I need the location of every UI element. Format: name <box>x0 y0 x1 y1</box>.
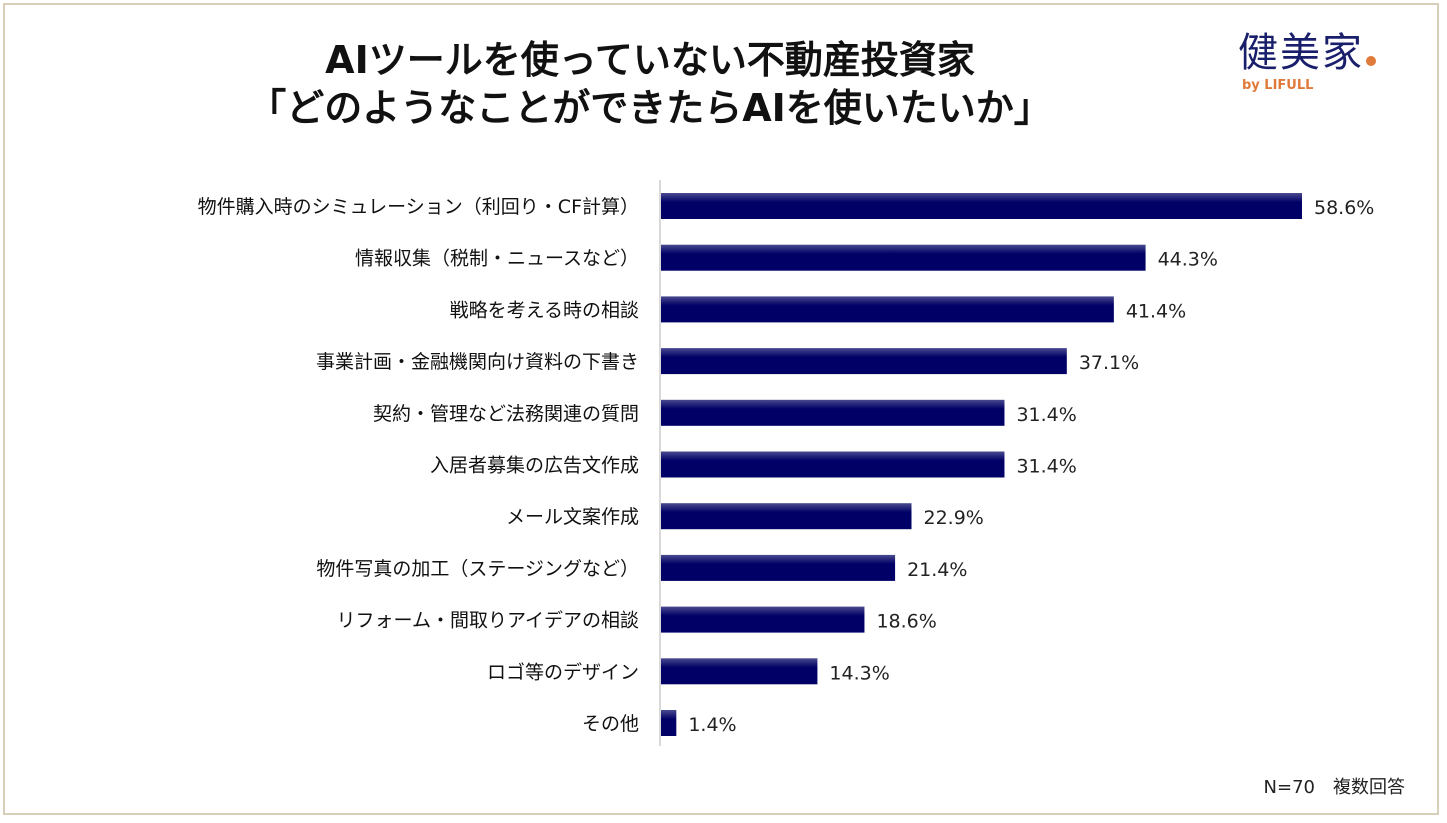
bar <box>661 244 1146 271</box>
value-label: 44.3% <box>1158 249 1218 271</box>
category-label: リフォーム・間取りアイデアの相談 <box>337 610 639 632</box>
bar <box>661 451 1005 478</box>
chart-frame <box>3 3 1439 815</box>
category-label: メール文案作成 <box>506 506 639 528</box>
logo-dot <box>1366 56 1376 66</box>
value-label: 22.9% <box>923 507 983 529</box>
bar <box>661 399 1005 426</box>
title-line-2: 「どのようなことができたらAIを使いたいか」 <box>248 86 1052 130</box>
category-label: 戦略を考える時の相談 <box>450 299 639 321</box>
value-label: 21.4% <box>907 559 967 581</box>
value-label: 14.3% <box>829 662 889 684</box>
bar <box>661 296 1114 323</box>
value-label: 31.4% <box>1016 456 1076 478</box>
category-label: 情報収集（税制・ニュースなど） <box>355 248 639 270</box>
value-label: 31.4% <box>1016 404 1076 426</box>
sample-note: N=70 複数回答 <box>1263 777 1405 798</box>
bar <box>661 710 677 736</box>
logo-main: 健美家 <box>1238 30 1364 76</box>
value-label: 41.4% <box>1126 300 1186 322</box>
category-label: 事業計画・金融機関向け資料の下書き <box>316 351 639 373</box>
value-label: 37.1% <box>1079 352 1139 374</box>
category-label: 契約・管理など法務関連の質問 <box>373 403 639 425</box>
chart-title: AIツールを使っていない不動産投資家 「どのようなことができたらAIを使いたいか… <box>150 36 1150 132</box>
category-label: 物件写真の加工（ステージングなど） <box>316 558 639 580</box>
logo-sub: by LIFULL <box>1242 78 1314 93</box>
category-label: その他 <box>582 713 639 735</box>
bar <box>661 658 818 685</box>
value-label: 18.6% <box>876 611 936 633</box>
value-label: 1.4% <box>688 714 736 736</box>
category-label: 物件購入時のシミュレーション（利回り・CF計算） <box>198 196 639 218</box>
bar <box>661 554 896 581</box>
logo: 健美家 by LIFULL <box>1238 20 1376 93</box>
bar <box>661 606 865 633</box>
bar <box>661 193 1302 219</box>
title-line-1: AIツールを使っていない不動産投資家 <box>325 38 975 82</box>
bar <box>661 503 912 530</box>
bar <box>661 348 1067 375</box>
category-label: ロゴ等のデザイン <box>487 661 639 683</box>
value-label: 58.6% <box>1314 197 1374 219</box>
category-label: 入居者募集の広告文作成 <box>430 455 639 477</box>
